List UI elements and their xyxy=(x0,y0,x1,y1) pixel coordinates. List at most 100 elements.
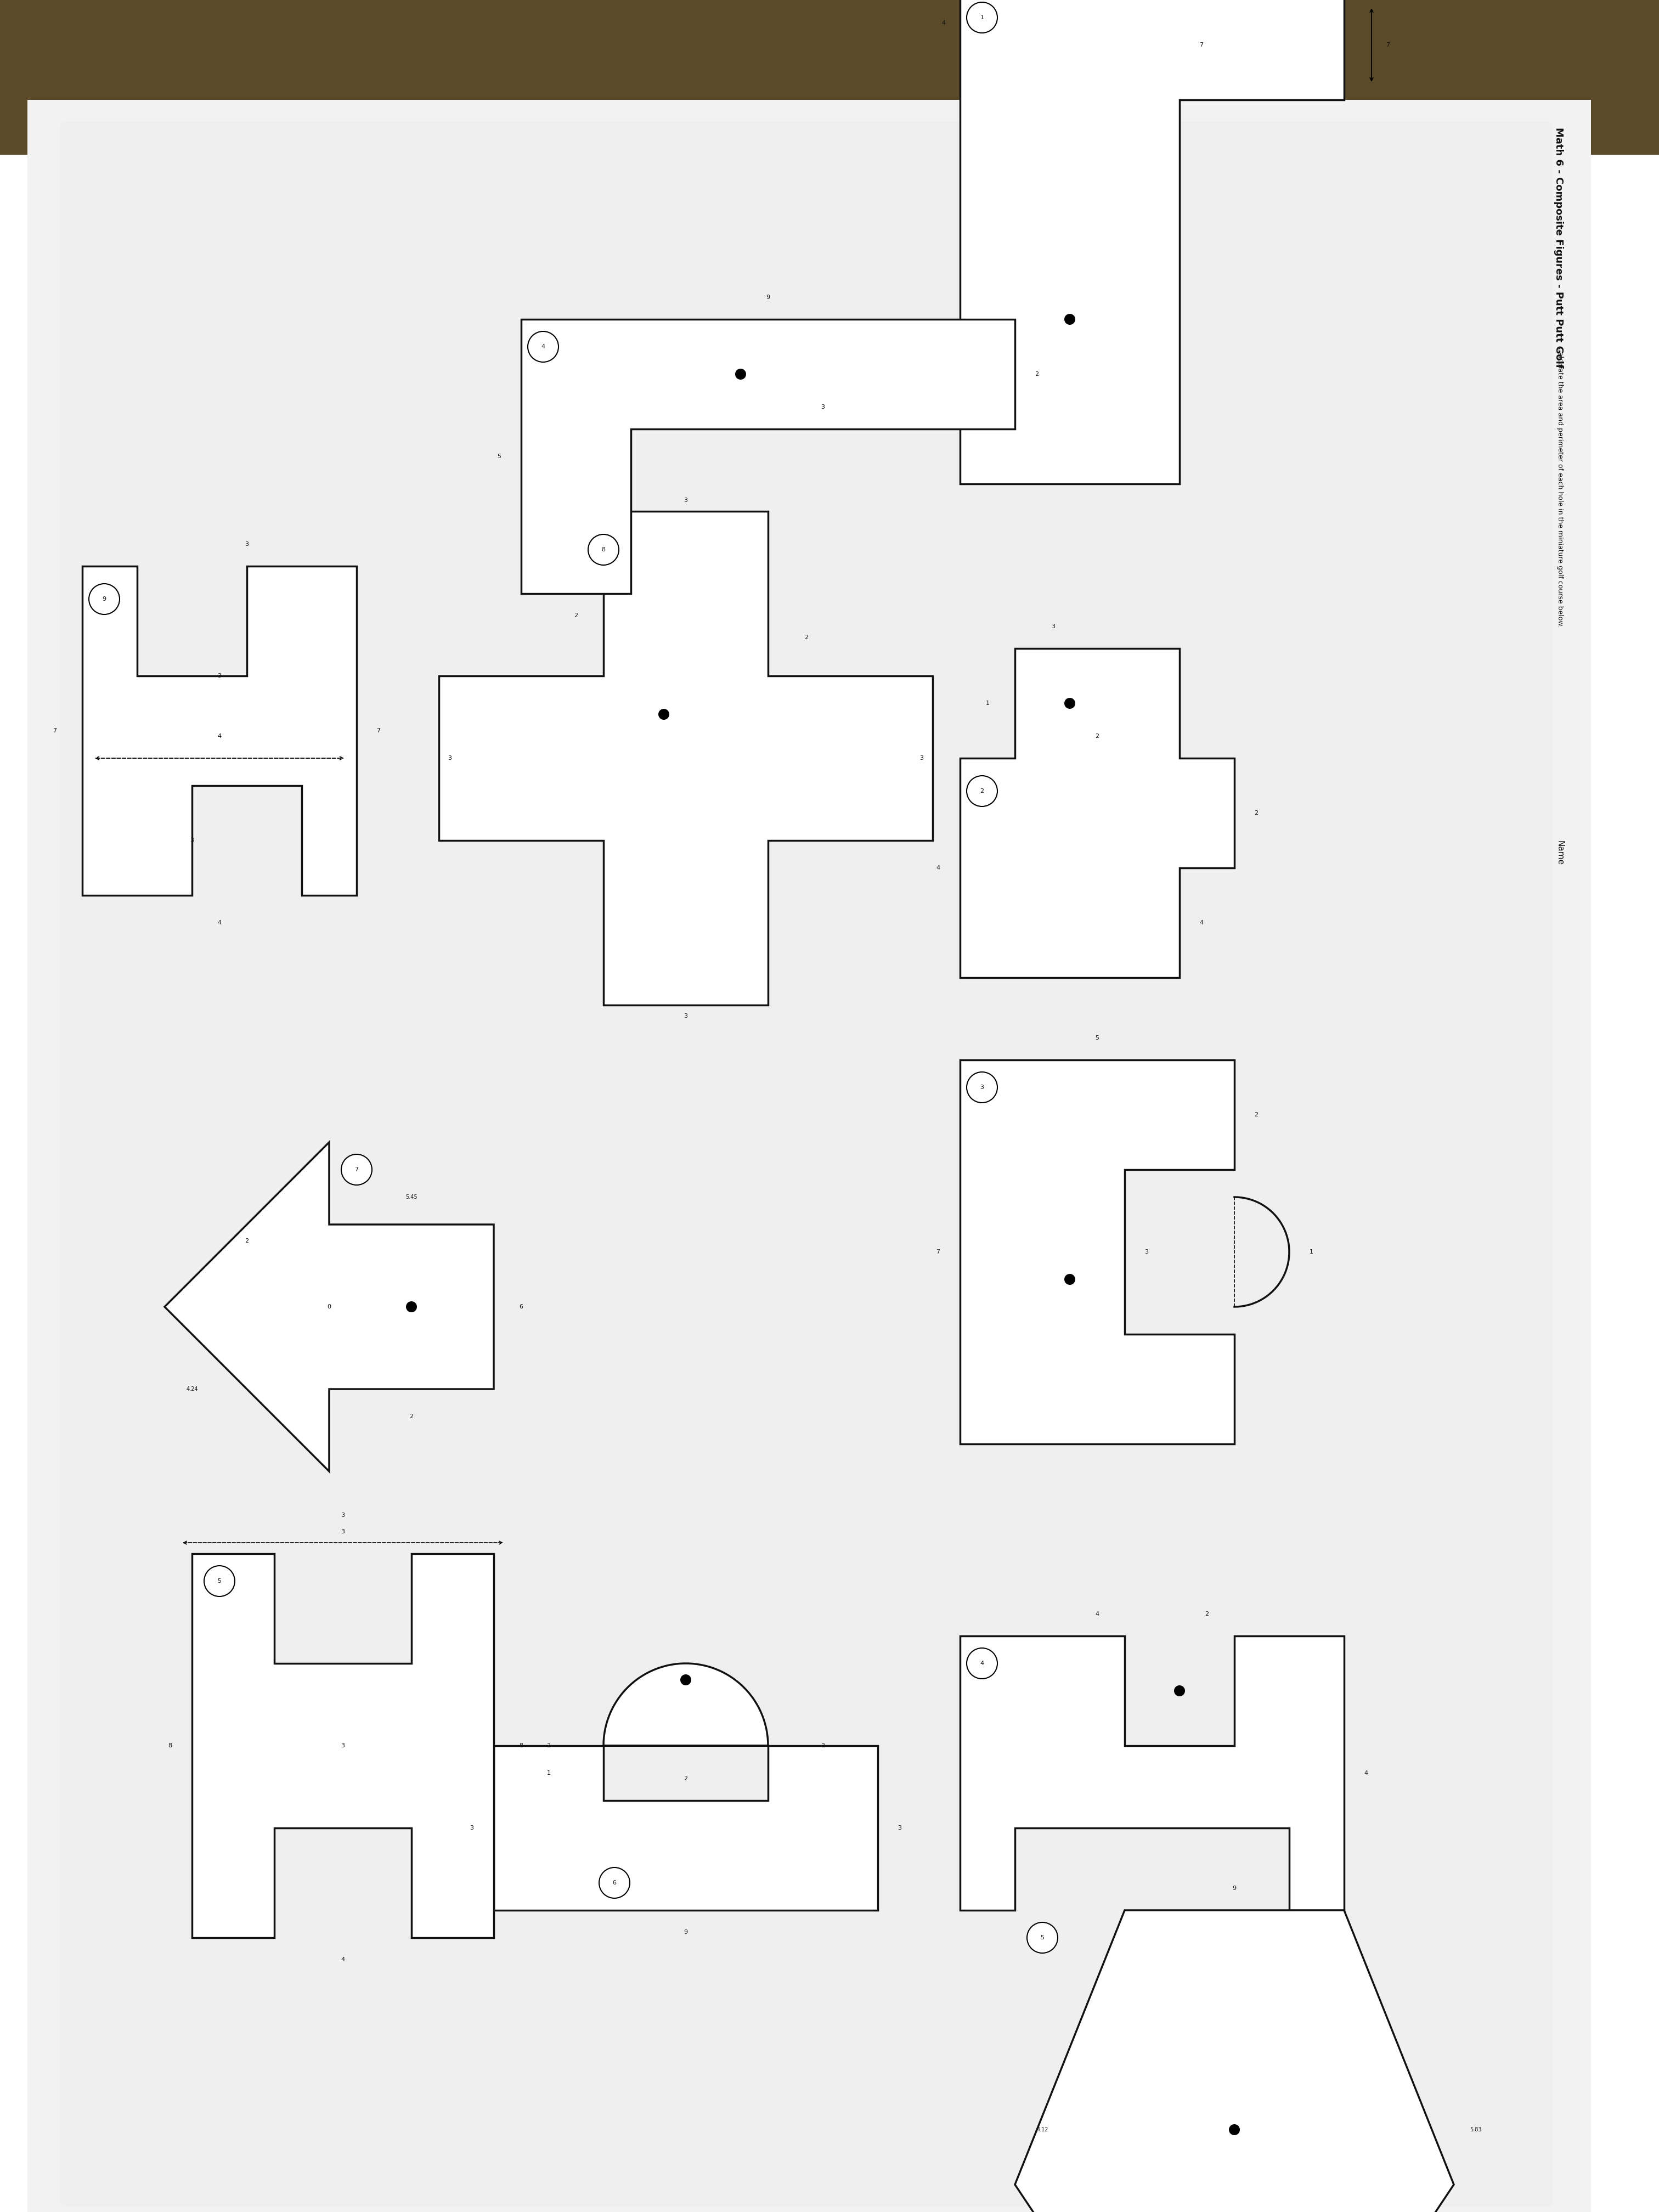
Text: 2: 2 xyxy=(410,1413,413,1420)
Text: 3: 3 xyxy=(1145,1250,1148,1254)
Polygon shape xyxy=(164,1141,494,1471)
Text: 2: 2 xyxy=(246,1239,249,1243)
Text: 4: 4 xyxy=(942,20,946,27)
Text: 4: 4 xyxy=(217,734,221,739)
Text: 3: 3 xyxy=(1052,624,1055,628)
Text: 1: 1 xyxy=(547,1770,551,1776)
Text: 4: 4 xyxy=(541,345,546,349)
Text: 3: 3 xyxy=(898,1825,901,1832)
Circle shape xyxy=(342,1155,372,1186)
Text: 5: 5 xyxy=(1040,1936,1044,1940)
Polygon shape xyxy=(604,1663,768,1745)
Text: 4.12: 4.12 xyxy=(1037,2128,1048,2132)
Text: 2: 2 xyxy=(821,1743,825,1747)
Text: 0: 0 xyxy=(327,1305,332,1310)
Text: 4: 4 xyxy=(1199,920,1203,925)
Text: 9: 9 xyxy=(684,1929,688,1936)
Text: 2: 2 xyxy=(1254,810,1258,816)
Circle shape xyxy=(967,2,997,33)
Circle shape xyxy=(735,369,747,380)
Text: 3: 3 xyxy=(684,498,688,502)
Polygon shape xyxy=(521,319,1015,593)
Text: Calculate the area and perimeter of each hole in the miniature golf course below: Calculate the area and perimeter of each… xyxy=(1556,347,1563,628)
Text: 2: 2 xyxy=(1035,372,1039,376)
Text: 7: 7 xyxy=(355,1168,358,1172)
Text: 2: 2 xyxy=(1095,734,1100,739)
Text: 4: 4 xyxy=(1364,1770,1369,1776)
Text: 3: 3 xyxy=(342,1513,345,1517)
Text: 1: 1 xyxy=(985,701,989,706)
Text: Name: Name xyxy=(1556,841,1563,865)
Text: 2: 2 xyxy=(684,1776,688,1781)
Text: 3: 3 xyxy=(246,542,249,546)
Polygon shape xyxy=(1015,1911,1453,2212)
Polygon shape xyxy=(961,1637,1344,1911)
Text: 3: 3 xyxy=(980,1084,984,1091)
Circle shape xyxy=(204,1566,236,1597)
Text: 2: 2 xyxy=(1204,1610,1209,1617)
Text: 4: 4 xyxy=(980,1661,984,1666)
Text: 9: 9 xyxy=(103,597,106,602)
FancyBboxPatch shape xyxy=(60,122,1553,2208)
Text: 6: 6 xyxy=(612,1880,617,1885)
Text: 4: 4 xyxy=(217,920,221,925)
Text: 8: 8 xyxy=(519,1743,523,1747)
Circle shape xyxy=(967,1648,997,1679)
Circle shape xyxy=(1065,314,1075,325)
Circle shape xyxy=(1065,697,1075,708)
Text: 7: 7 xyxy=(53,728,56,734)
Text: 1: 1 xyxy=(980,15,984,20)
Text: 5.45: 5.45 xyxy=(405,1194,418,1199)
Text: 9: 9 xyxy=(766,294,770,301)
Text: Math 6 - Composite Figures - Putt Putt Golf: Math 6 - Composite Figures - Putt Putt G… xyxy=(1554,128,1563,367)
Polygon shape xyxy=(961,648,1234,978)
Text: 7: 7 xyxy=(1385,42,1390,49)
Polygon shape xyxy=(494,1745,878,1911)
Text: 2: 2 xyxy=(980,787,984,794)
Circle shape xyxy=(1229,2124,1239,2135)
Text: 2: 2 xyxy=(1254,1113,1258,1117)
Polygon shape xyxy=(192,1553,494,1938)
Circle shape xyxy=(528,332,559,363)
Text: 3: 3 xyxy=(919,757,924,761)
Text: 4: 4 xyxy=(342,1958,345,1962)
Circle shape xyxy=(406,1301,416,1312)
Text: 1: 1 xyxy=(1309,1250,1314,1254)
Text: 4: 4 xyxy=(1095,1610,1100,1617)
Text: 7: 7 xyxy=(936,1250,941,1254)
Text: 3: 3 xyxy=(821,405,825,409)
Polygon shape xyxy=(961,1060,1234,1444)
Text: 3: 3 xyxy=(469,1825,474,1832)
Text: 5.83: 5.83 xyxy=(1470,2128,1481,2132)
Text: 4.24: 4.24 xyxy=(186,1387,197,1391)
Text: 3: 3 xyxy=(342,1528,345,1535)
Polygon shape xyxy=(83,566,357,896)
Text: 5: 5 xyxy=(498,453,501,460)
Text: 3: 3 xyxy=(684,1013,688,1020)
Circle shape xyxy=(659,708,669,719)
Text: 2: 2 xyxy=(574,613,577,619)
Text: 7: 7 xyxy=(377,728,380,734)
Circle shape xyxy=(90,584,119,615)
Circle shape xyxy=(1027,1922,1058,1953)
Text: 8: 8 xyxy=(168,1743,173,1747)
Text: 4: 4 xyxy=(936,865,941,872)
Text: 3: 3 xyxy=(191,838,194,843)
Circle shape xyxy=(587,535,619,564)
Circle shape xyxy=(1065,1274,1075,1285)
Text: 3: 3 xyxy=(217,672,221,679)
Text: 9: 9 xyxy=(1233,1885,1236,1891)
Text: 8: 8 xyxy=(602,546,606,553)
Text: 5: 5 xyxy=(217,1579,221,1584)
Text: 5: 5 xyxy=(1095,1035,1100,1040)
Polygon shape xyxy=(440,511,932,1004)
Text: 2: 2 xyxy=(805,635,808,639)
Text: 3: 3 xyxy=(448,757,451,761)
Text: 6: 6 xyxy=(519,1305,523,1310)
Circle shape xyxy=(599,1867,630,1898)
Text: 3: 3 xyxy=(342,1743,345,1747)
Polygon shape xyxy=(961,0,1344,484)
Circle shape xyxy=(680,1674,692,1686)
Circle shape xyxy=(1175,1686,1185,1697)
Circle shape xyxy=(967,776,997,807)
